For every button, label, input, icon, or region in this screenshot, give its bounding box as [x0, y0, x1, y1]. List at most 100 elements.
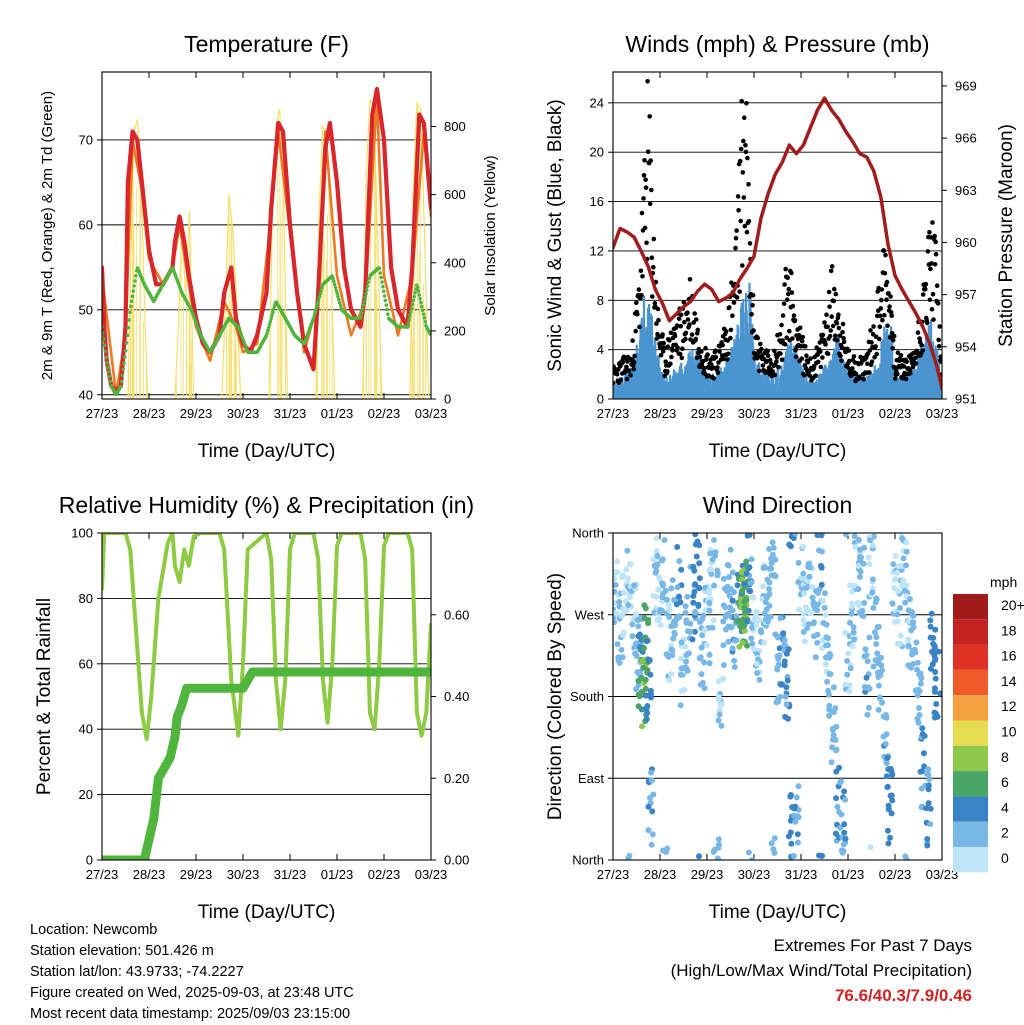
wind-direction-point: [918, 785, 925, 792]
y-tick-label: North: [572, 853, 604, 868]
wind-direction-point: [677, 702, 684, 709]
wind-direction-point: [925, 782, 932, 789]
wind-direction-point: [720, 675, 727, 682]
gust-point: [838, 353, 843, 359]
wind-direction-point: [754, 670, 761, 676]
x-tick-label: 28/23: [644, 867, 677, 882]
dewpoint-point: [428, 332, 431, 336]
gust-point: [682, 319, 687, 325]
gust-point: [825, 351, 831, 357]
wind-direction-point: [830, 708, 837, 715]
gust-point: [932, 262, 938, 267]
wind-direction-point: [716, 707, 723, 714]
dewpoint-point: [265, 331, 269, 336]
gust-point: [660, 332, 665, 337]
wind-direction-point: [741, 609, 748, 616]
gust-point: [901, 364, 907, 369]
wind-direction-point: [720, 575, 727, 582]
gust-point: [938, 354, 942, 360]
wind-direction-point: [706, 607, 713, 614]
gust-point: [869, 340, 874, 345]
wind-direction-point: [838, 778, 845, 785]
wind-direction-point: [870, 605, 877, 611]
wind-direction-point: [794, 839, 801, 846]
gust-point: [720, 342, 725, 348]
wind-direction-point: [653, 535, 660, 542]
panel-4: Wind Direction Time (Day/UTC) Direction (C…: [545, 492, 1024, 923]
wind-direction-point: [862, 646, 869, 653]
gust-point: [776, 364, 781, 370]
gust-point: [803, 344, 808, 349]
gust-point: [702, 365, 707, 371]
dewpoint-point: [364, 291, 368, 296]
wind-direction-point: [743, 596, 750, 603]
gust-point: [817, 340, 823, 345]
wind-direction-point: [687, 628, 694, 635]
wind-direction-point: [783, 684, 790, 691]
panel-3-ylabel: Percent & Total Rainfall: [34, 598, 55, 795]
wind-direction-point: [857, 546, 863, 553]
wind-direction-point: [833, 746, 840, 753]
y2-tick-label: 963: [955, 183, 977, 198]
wind-direction-point: [659, 594, 666, 601]
gust-point: [893, 376, 898, 381]
gust-point: [867, 370, 872, 375]
y-tick-label: 0: [86, 853, 93, 868]
wind-direction-point: [768, 565, 775, 572]
dewpoint-point: [385, 307, 389, 312]
dewpoint-point: [268, 319, 273, 324]
x-tick-label: 03/23: [926, 406, 959, 421]
y-tick-label: 60: [79, 217, 93, 232]
wind-direction-point: [854, 599, 861, 606]
wind-direction-point: [927, 821, 934, 828]
gust-point: [833, 333, 838, 339]
dewpoint-point: [409, 310, 413, 314]
gust-point: [711, 376, 717, 381]
wind-direction-point: [914, 692, 921, 699]
y-tick-label: East: [578, 771, 604, 786]
wind-direction-point: [660, 582, 666, 589]
gust-point: [723, 329, 729, 334]
wind-direction-point: [664, 596, 671, 603]
gust-point: [744, 229, 750, 235]
wind-direction-point: [706, 586, 713, 593]
dewpoint-point: [419, 300, 423, 305]
gust-point: [923, 281, 929, 287]
latlon-text: Station lat/lon: 43.9733; -74.2227: [30, 964, 244, 980]
wind-direction-point: [614, 641, 621, 648]
wind-direction-point: [776, 652, 783, 659]
colorbar-swatch: [953, 745, 988, 772]
wind-direction-point: [785, 646, 792, 653]
dewpoint-point: [405, 325, 410, 329]
dewpoint-point: [122, 361, 126, 366]
wind-direction-point: [842, 835, 849, 842]
wind-direction-point: [774, 634, 781, 641]
wind-direction-point: [642, 692, 649, 699]
wind-direction-point: [766, 586, 773, 593]
wind-direction-point: [654, 561, 661, 568]
wind-direction-point: [884, 827, 891, 834]
x-tick-label: 29/23: [691, 406, 724, 421]
wind-direction-point: [800, 570, 807, 577]
wind-direction-point: [850, 624, 857, 631]
gust-point: [747, 241, 753, 246]
x-tick-label: 01/23: [321, 867, 354, 882]
gust-point: [639, 293, 644, 298]
dewpoint-point: [319, 289, 323, 293]
wind-direction-point: [734, 582, 741, 589]
gust-point: [689, 332, 695, 337]
wind-direction-point: [648, 777, 655, 784]
gust-point: [880, 317, 885, 323]
extremes-legend: (High/Low/Max Wind/Total Precipitation): [670, 961, 972, 980]
wind-direction-point: [812, 605, 819, 612]
panel-3-title: Relative Humidity (%) & Precipitation (i…: [59, 492, 474, 518]
wind-direction-point: [676, 558, 683, 565]
gust-point: [697, 354, 703, 360]
wind-direction-point: [668, 671, 675, 678]
gust-point: [825, 324, 830, 330]
dewpoint-point: [107, 374, 112, 379]
wind-direction-point: [715, 717, 722, 724]
panel-1-xlabel: Time (Day/UTC): [198, 441, 336, 462]
wind-direction-point: [682, 643, 689, 650]
wind-direction-point: [906, 596, 913, 603]
